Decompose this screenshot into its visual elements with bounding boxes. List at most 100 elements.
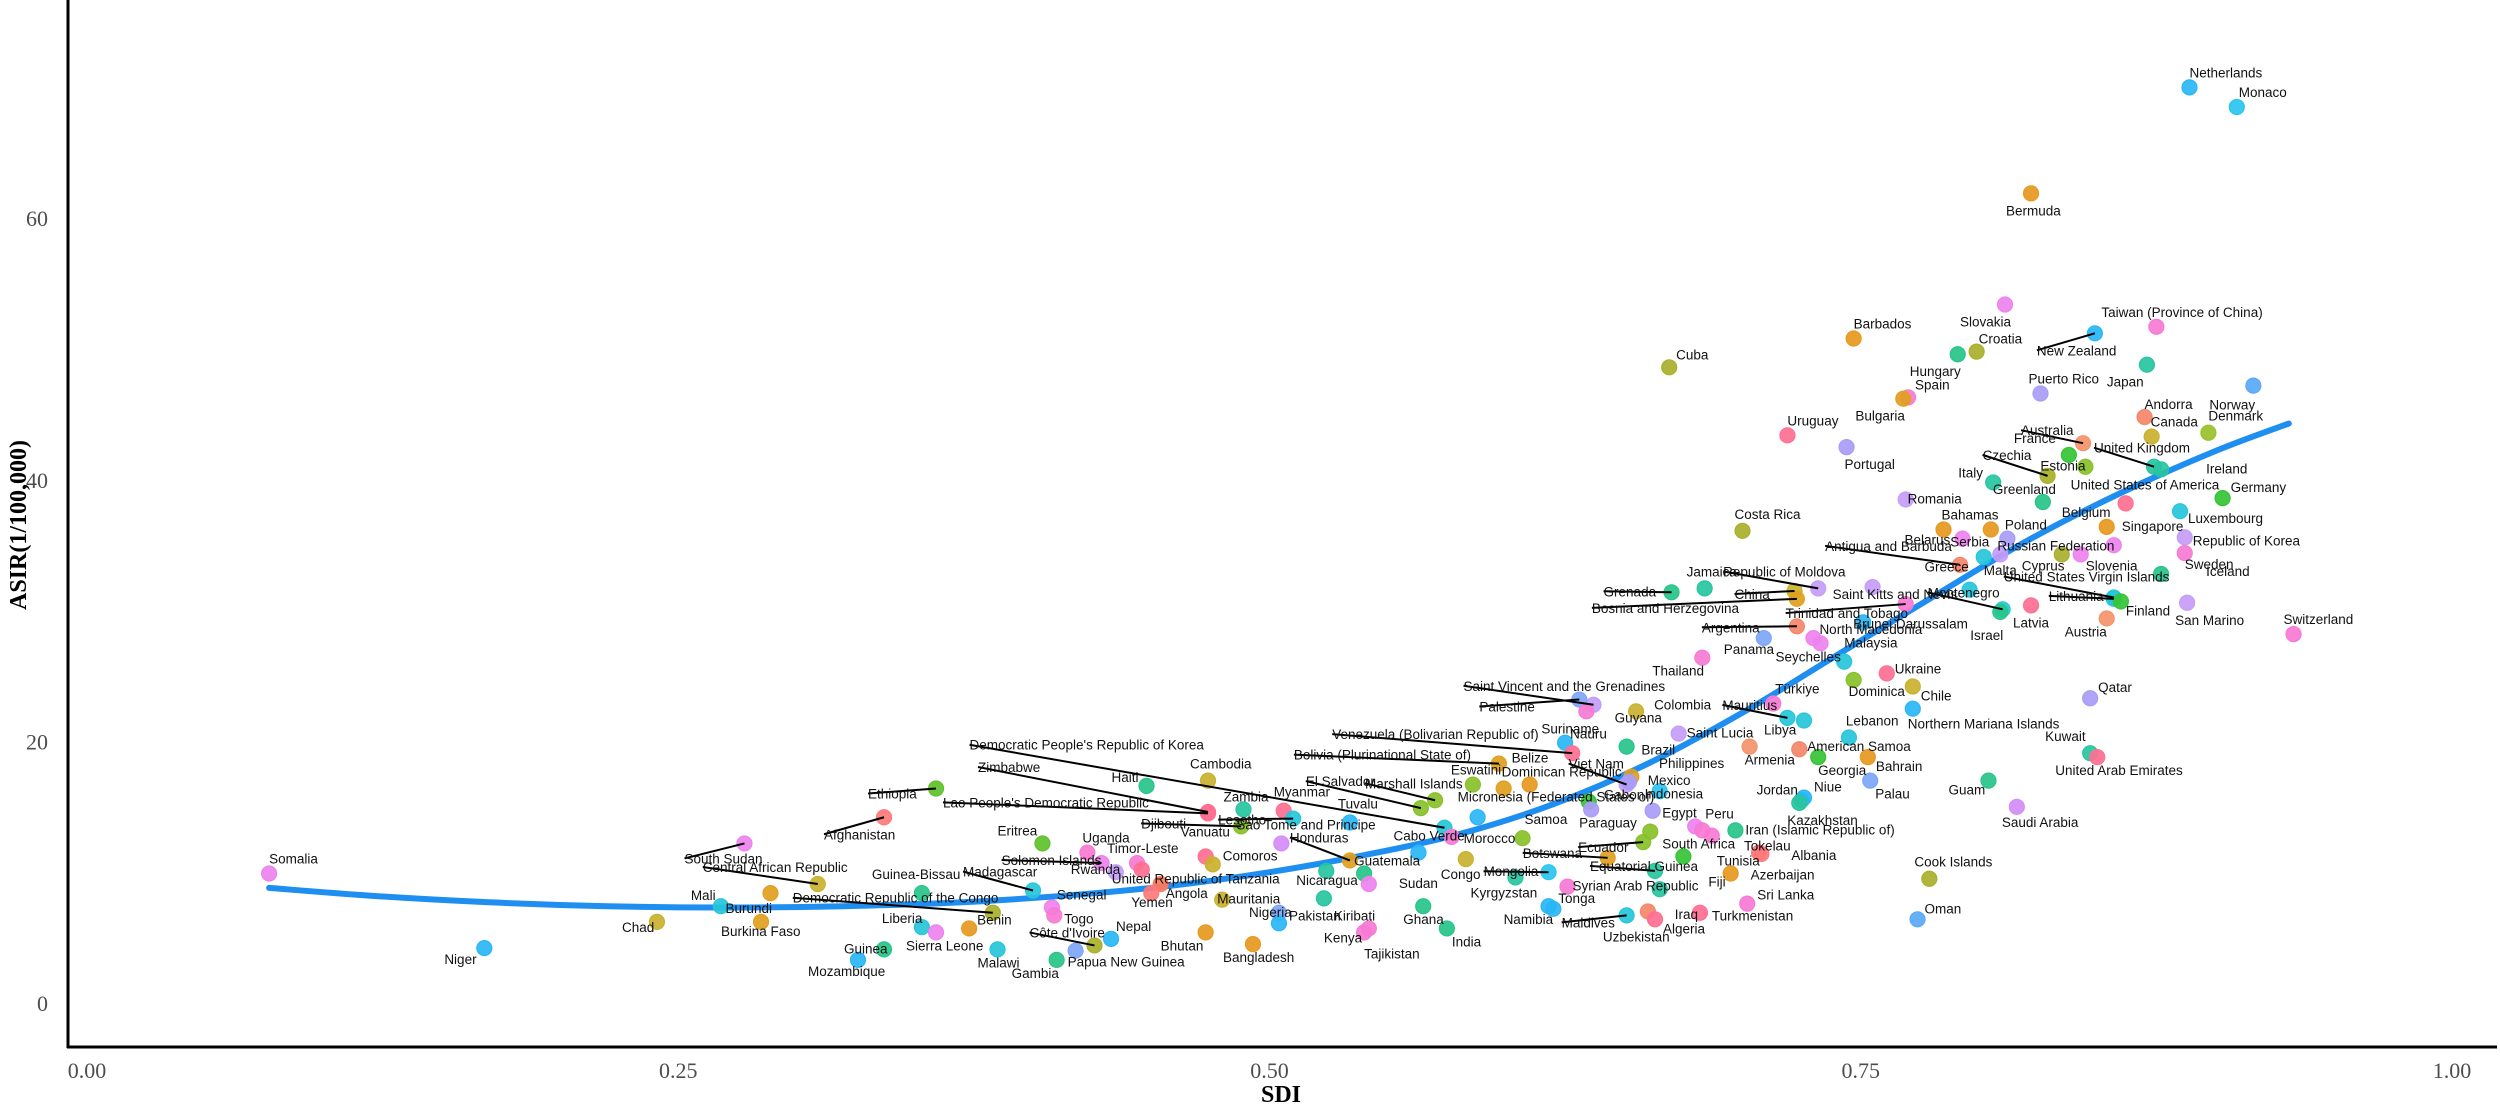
point-label: Serbia [1950,534,1990,549]
data-point [1067,942,1084,959]
label-leader-line [962,870,1034,892]
point-label: United Arab Emirates [2055,763,2183,778]
data-point [1214,891,1231,908]
point-label: Niue [1814,780,1842,795]
point-label: Kuwait [2045,729,2086,744]
point-label: Belize [1512,751,1549,766]
data-point [2200,424,2217,441]
point-label: Austria [2065,624,2108,639]
point-label: Libya [1764,722,1797,737]
point-label: Democratic People's Republic of Korea [970,738,1205,753]
point-label: South Africa [1662,836,1735,851]
data-point [1318,862,1335,879]
data-point [1954,530,1971,547]
point-label: Suriname [1541,721,1599,736]
point-label: Myanmar [1274,785,1331,800]
data-point [2060,446,2077,464]
point-label: Türkiye [1775,681,1819,696]
label-leader-line [2093,446,2155,468]
data-point [2022,597,2040,614]
data-point [2034,493,2051,511]
point-label: Belarus [1904,533,1950,548]
point-label: Ghana [1403,912,1444,927]
data-point [1443,828,1460,845]
label-leader-line [1293,753,1499,765]
data-point [1739,895,1756,912]
point-label: Somalia [269,852,318,867]
label-leader-line [1305,780,1422,810]
data-point [1360,875,1377,893]
point-label: Kiribati [1334,908,1375,923]
point-label: Algeria [1663,921,1706,936]
point-label: Congo [1441,867,1481,882]
point-label: Mauritania [1217,892,1281,907]
point-label: Ecuador [1578,840,1629,855]
point-label: Lesotho [1218,813,1266,828]
point-label: Gambia [1012,966,1060,981]
data-point [1079,844,1096,861]
point-label: Ireland [2206,461,2247,476]
point-label: Saint Kitts and Nevis [1833,587,1958,602]
data-point [1968,343,1985,360]
data-point [1741,738,1758,755]
label-leader-line [823,816,885,836]
point-label: Nauru [1570,727,1607,742]
point-label: Guam [1948,783,1985,798]
point-label: Namibia [1504,912,1554,927]
point-label: Luxembourg [2188,511,2263,526]
data-point [1651,783,1668,800]
point-label: Equatorial Guinea [1590,859,1699,874]
point-label: Puerto Rico [2028,371,2099,386]
point-label: Mauritius [1722,698,1777,713]
point-label: Bermuda [2006,203,2061,218]
label-leader-line [1722,703,1788,719]
data-point [1845,330,1862,347]
data-point [2245,377,2262,394]
data-point [1199,772,1217,789]
point-label: Portugal [1845,457,1895,472]
data-point [2153,461,2170,478]
data-point [1464,776,1481,793]
label-leader-line [1568,762,1627,786]
point-label: Indonesia [1645,787,1704,802]
point-label: United Kingdom [2094,441,2190,456]
label-leader-line [792,896,993,914]
point-label: Netherlands [2189,65,2262,80]
point-label: Colombia [1654,697,1712,712]
point-label: Argentina [1702,620,1760,635]
data-point [1935,521,1952,538]
point-label: Grenada [1604,584,1657,599]
point-label: Malaysia [1844,636,1898,651]
data-point [1722,865,1739,882]
label-leader-line [1141,822,1242,828]
label-leader-line [1982,453,2048,477]
data-point [1696,580,1713,597]
point-label: Bulgaria [1855,409,1905,424]
point-label: Cuba [1676,347,1709,362]
point-label: Democratic Republic of the Congo [793,891,999,906]
data-point [1583,801,1600,818]
label-leader-line [1483,870,1549,874]
x-tick-label: 0.00 [68,1058,107,1083]
data-point [1855,614,1872,631]
point-label: Saint Lucia [1687,726,1754,741]
point-label: India [1452,934,1482,949]
data-point [2112,593,2129,610]
point-label: Lao People's Democratic Republic [943,795,1149,810]
data-point [2214,490,2231,507]
label-leader-line [1927,591,2003,611]
point-label: Andorra [2145,397,2194,412]
data-point [1810,748,1827,766]
data-point [1878,665,1895,682]
data-point [1578,703,1595,720]
point-label: Honduras [1290,830,1349,845]
data-point [1840,729,1858,746]
data-point [1859,748,1876,766]
point-label: Australia [2021,423,2074,438]
data-point [1559,878,1576,895]
point-label: Sweden [2185,557,2234,572]
point-label: Mongolia [1484,864,1539,879]
label-leader-line [1364,782,1436,802]
data-point [1779,427,1796,444]
data-point [989,941,1006,958]
